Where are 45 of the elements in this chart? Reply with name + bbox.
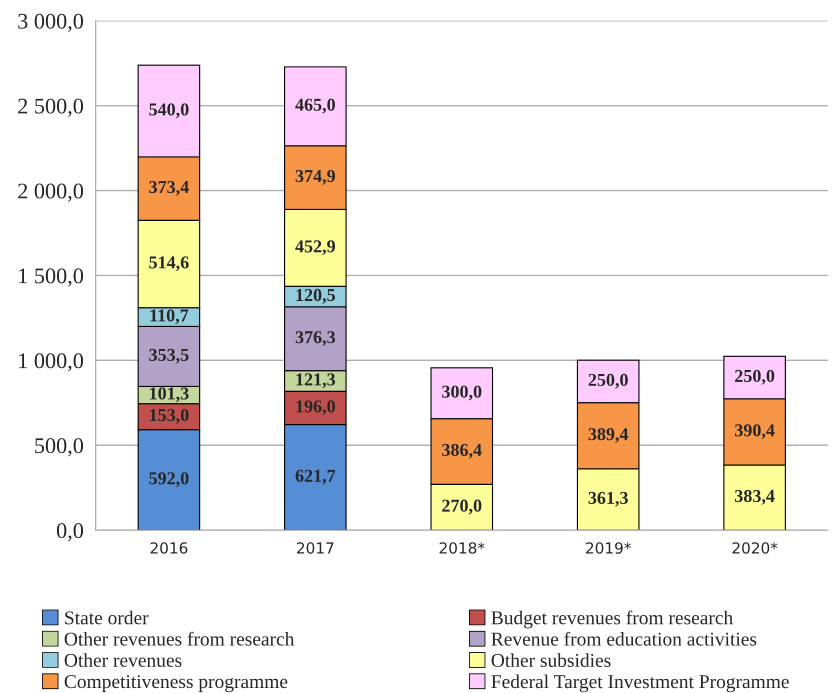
data-label: 373,4 bbox=[149, 180, 189, 196]
legend-label: Other subsidies bbox=[492, 653, 611, 667]
data-label: 592,0 bbox=[149, 472, 189, 488]
y-tick-label: 2 000,0 bbox=[18, 184, 84, 202]
data-label: 250,0 bbox=[588, 374, 628, 389]
y-tick-label: 3 000,0 bbox=[18, 14, 84, 32]
legend-label: Revenue from education activities bbox=[491, 632, 756, 646]
legend-label: Competitiveness programme bbox=[64, 675, 288, 692]
legend-label: Other revenues bbox=[64, 653, 182, 667]
data-label: 452,9 bbox=[295, 240, 335, 256]
data-label: 101,3 bbox=[150, 387, 189, 402]
data-label: 465,0 bbox=[295, 98, 335, 114]
legend-label: Budget revenues from research bbox=[491, 610, 733, 628]
x-tick-label: 2019* bbox=[586, 542, 631, 554]
data-label: 376,3 bbox=[296, 331, 336, 346]
data-label: 250,0 bbox=[735, 370, 774, 385]
y-tick-label: 500,0 bbox=[35, 438, 84, 456]
x-tick-label: 2020* bbox=[732, 542, 778, 554]
data-label: 621,7 bbox=[296, 470, 336, 485]
data-label: 540,0 bbox=[149, 103, 189, 118]
data-label: 361,3 bbox=[588, 492, 628, 507]
y-tick-label: 2 500,0 bbox=[18, 98, 84, 117]
data-label: 514,6 bbox=[149, 256, 189, 272]
data-label: 383,4 bbox=[734, 490, 775, 505]
x-tick-label: 2018* bbox=[440, 542, 485, 554]
data-label: 390,4 bbox=[734, 424, 775, 440]
data-label: 386,4 bbox=[442, 444, 482, 459]
data-label: 110,7 bbox=[150, 309, 188, 324]
data-label: 270,0 bbox=[442, 500, 482, 514]
y-tick-label: 1 000,0 bbox=[19, 353, 84, 372]
data-label: 121,3 bbox=[296, 373, 336, 388]
legend-label: State order bbox=[65, 610, 148, 624]
data-label: 389,4 bbox=[588, 428, 628, 443]
legend-label: Federal Target Investment Programme bbox=[491, 674, 789, 692]
x-tick-label: 2017 bbox=[297, 542, 334, 554]
x-tick-label: 2016 bbox=[150, 542, 188, 554]
data-label: 196,0 bbox=[296, 400, 335, 416]
legend-label: Other revenues from research bbox=[64, 632, 294, 646]
data-label: 153,0 bbox=[150, 408, 189, 424]
data-label: 120,5 bbox=[296, 288, 335, 304]
data-label: 374,9 bbox=[296, 170, 335, 185]
data-label: 300,0 bbox=[442, 386, 482, 400]
y-tick-label: 1 500,0 bbox=[19, 268, 84, 287]
data-label: 353,5 bbox=[149, 348, 189, 364]
y-tick-label: 0,0 bbox=[56, 523, 84, 542]
